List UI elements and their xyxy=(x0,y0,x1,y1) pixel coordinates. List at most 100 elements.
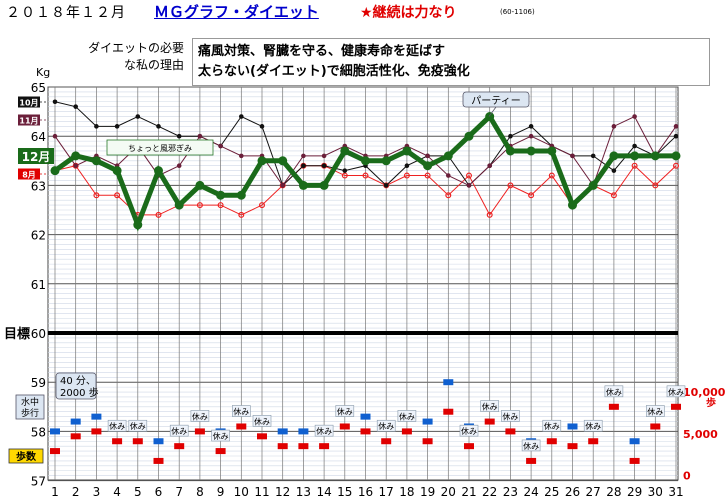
rest-label: 休み xyxy=(482,402,498,412)
point-10月 xyxy=(674,134,679,139)
step-bar-blue xyxy=(298,428,308,434)
x-tick-label: 4 xyxy=(113,485,121,499)
point-11月 xyxy=(425,154,430,159)
step-bar-red xyxy=(381,438,391,444)
step-bar-red xyxy=(671,404,681,410)
y-tick-label: 65 xyxy=(31,81,46,95)
rest-label: 休み xyxy=(399,411,415,421)
x-tick-label: 5 xyxy=(134,485,142,499)
x-tick-label: 26 xyxy=(565,485,580,499)
point-10月 xyxy=(53,99,58,104)
swim-side-1: 水中 xyxy=(21,396,39,408)
point-12月 xyxy=(71,151,80,160)
x-tick-label: 15 xyxy=(337,485,352,499)
right-tick-label: 0 xyxy=(683,470,691,483)
point-10月 xyxy=(94,124,99,129)
point-10月 xyxy=(301,163,306,168)
right-tick-label: 10,000 xyxy=(683,386,726,399)
y-tick-label: 59 xyxy=(31,376,46,390)
point-12月 xyxy=(361,156,370,165)
step-bar-red xyxy=(443,409,453,415)
x-tick-label: 11 xyxy=(254,485,269,499)
point-10月 xyxy=(612,168,617,173)
legend-label-12月: 12月 xyxy=(22,150,51,164)
step-bar-blue xyxy=(423,419,433,425)
y-tick-label: 57 xyxy=(31,475,46,489)
step-bar-red xyxy=(630,458,640,464)
point-12月 xyxy=(609,151,618,160)
point-12月 xyxy=(527,146,536,155)
step-bar-red xyxy=(526,458,536,464)
step-bar-red xyxy=(257,433,267,439)
x-tick-label: 17 xyxy=(379,485,394,499)
point-12月 xyxy=(402,146,411,155)
point-12月 xyxy=(195,181,204,190)
point-10月 xyxy=(156,124,161,129)
x-tick-label: 27 xyxy=(586,485,601,499)
point-10月 xyxy=(260,124,265,129)
point-12月 xyxy=(320,181,329,190)
step-bar-red xyxy=(133,438,143,444)
point-10月 xyxy=(115,124,120,129)
step-bar-red xyxy=(547,438,557,444)
point-10月 xyxy=(632,144,637,149)
point-11月 xyxy=(487,163,492,168)
point-11月 xyxy=(446,173,451,178)
point-11月 xyxy=(612,124,617,129)
step-bar-blue xyxy=(278,428,288,434)
point-10月 xyxy=(322,163,327,168)
point-12月 xyxy=(299,181,308,190)
legend-label-10月: 10月 xyxy=(19,99,38,108)
step-bar-red xyxy=(402,428,412,434)
step-bar-red xyxy=(423,438,433,444)
x-tick-label: 20 xyxy=(441,485,456,499)
point-10月 xyxy=(591,154,596,159)
point-10月 xyxy=(73,104,78,109)
rest-label: 休み xyxy=(337,406,353,416)
x-tick-label: 10 xyxy=(234,485,249,499)
point-12月 xyxy=(589,181,598,190)
point-11月 xyxy=(674,124,679,129)
step-bar-red xyxy=(588,438,598,444)
point-12月 xyxy=(154,166,163,175)
step-bar-red xyxy=(50,448,60,454)
point-12月 xyxy=(672,151,681,160)
step-bar-blue xyxy=(361,414,371,420)
sick-label: ちょっと風邪ぎみ xyxy=(128,143,192,153)
rest-label: 休み xyxy=(316,426,332,436)
x-tick-label: 16 xyxy=(358,485,373,499)
point-12月 xyxy=(175,201,184,210)
point-11月 xyxy=(632,114,637,119)
swim-label-1: 40 分、 xyxy=(60,375,96,387)
step-bar-red xyxy=(319,443,329,449)
point-11月 xyxy=(177,163,182,168)
point-12月 xyxy=(547,146,556,155)
step-bar-red xyxy=(464,443,474,449)
step-bar-red xyxy=(236,423,246,429)
step-bar-blue xyxy=(630,438,640,444)
rest-label: 休み xyxy=(461,426,477,436)
x-tick-label: 7 xyxy=(175,485,183,499)
x-tick-label: 8 xyxy=(196,485,204,499)
point-11月 xyxy=(218,144,223,149)
rest-label: 休み xyxy=(192,411,208,421)
step-bar-red xyxy=(112,438,122,444)
point-12月 xyxy=(216,191,225,200)
step-bar-red xyxy=(195,428,205,434)
x-tick-label: 22 xyxy=(482,485,497,499)
step-bar-blue xyxy=(71,419,81,425)
point-10月 xyxy=(343,168,348,173)
x-tick-label: 25 xyxy=(544,485,559,499)
y-tick-label: 61 xyxy=(31,278,46,292)
party-label: パーティー xyxy=(471,95,520,107)
step-bar-red xyxy=(609,404,619,410)
x-tick-label: 23 xyxy=(503,485,518,499)
legend-label-11月: 11月 xyxy=(19,117,38,126)
point-11月 xyxy=(529,134,534,139)
step-bar-red xyxy=(505,428,515,434)
x-tick-label: 24 xyxy=(523,485,538,499)
point-11月 xyxy=(322,154,327,159)
legend-label-8月: 8月 xyxy=(22,171,36,180)
y-tick-label: 58 xyxy=(31,425,46,439)
